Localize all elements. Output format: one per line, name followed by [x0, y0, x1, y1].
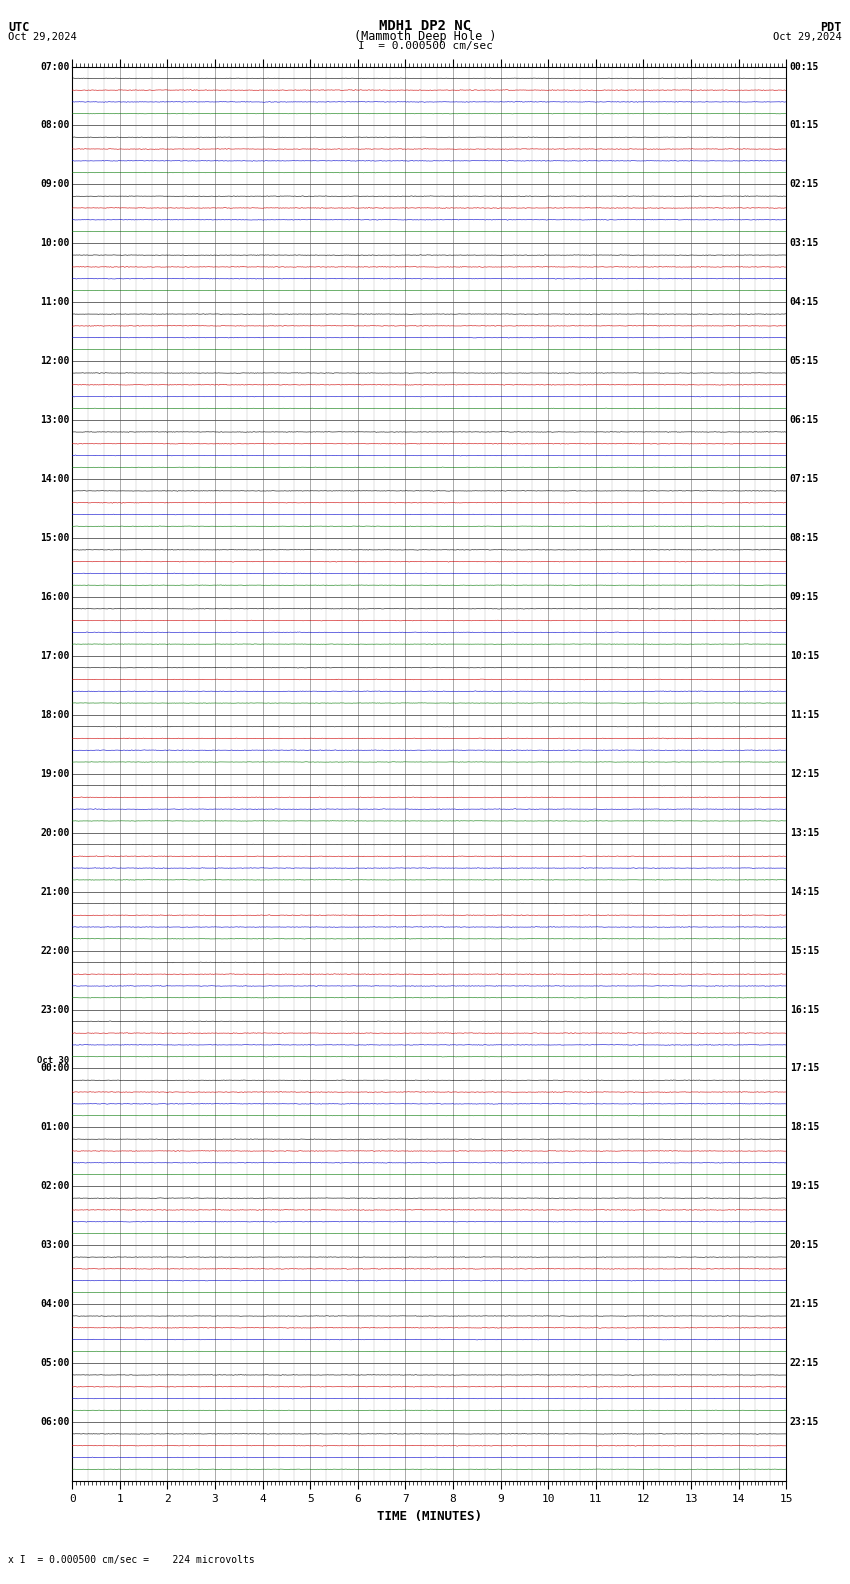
Text: 09:00: 09:00 [40, 179, 70, 190]
Text: Oct 29,2024: Oct 29,2024 [8, 32, 77, 41]
Text: 01:15: 01:15 [790, 120, 819, 130]
Text: 04:00: 04:00 [40, 1299, 70, 1310]
Text: 18:00: 18:00 [40, 710, 70, 719]
Text: 11:00: 11:00 [40, 298, 70, 307]
Text: 10:15: 10:15 [790, 651, 819, 661]
Text: x I  = 0.000500 cm/sec =    224 microvolts: x I = 0.000500 cm/sec = 224 microvolts [8, 1555, 255, 1565]
Text: 00:00: 00:00 [40, 1063, 70, 1074]
Text: 05:00: 05:00 [40, 1357, 70, 1369]
Text: 18:15: 18:15 [790, 1123, 819, 1133]
Text: 02:00: 02:00 [40, 1182, 70, 1191]
Text: 04:15: 04:15 [790, 298, 819, 307]
X-axis label: TIME (MINUTES): TIME (MINUTES) [377, 1510, 482, 1522]
Text: I  = 0.000500 cm/sec: I = 0.000500 cm/sec [358, 41, 492, 51]
Text: 22:15: 22:15 [790, 1357, 819, 1369]
Text: 12:00: 12:00 [40, 356, 70, 366]
Text: 14:15: 14:15 [790, 887, 819, 897]
Text: 17:15: 17:15 [790, 1063, 819, 1074]
Text: 05:15: 05:15 [790, 356, 819, 366]
Text: 12:15: 12:15 [790, 768, 819, 779]
Text: Oct 30: Oct 30 [37, 1057, 70, 1066]
Text: 06:15: 06:15 [790, 415, 819, 425]
Text: 10:00: 10:00 [40, 238, 70, 249]
Text: UTC: UTC [8, 21, 30, 33]
Text: 23:15: 23:15 [790, 1418, 819, 1427]
Text: 16:15: 16:15 [790, 1004, 819, 1014]
Text: 08:00: 08:00 [40, 120, 70, 130]
Text: MDH1 DP2 NC: MDH1 DP2 NC [379, 19, 471, 33]
Text: 19:15: 19:15 [790, 1182, 819, 1191]
Text: 21:00: 21:00 [40, 887, 70, 897]
Text: 14:00: 14:00 [40, 474, 70, 485]
Text: 13:00: 13:00 [40, 415, 70, 425]
Text: 11:15: 11:15 [790, 710, 819, 719]
Text: PDT: PDT [820, 21, 842, 33]
Text: 20:00: 20:00 [40, 828, 70, 838]
Text: (Mammoth Deep Hole ): (Mammoth Deep Hole ) [354, 30, 496, 43]
Text: 09:15: 09:15 [790, 592, 819, 602]
Text: 03:15: 03:15 [790, 238, 819, 249]
Text: 22:00: 22:00 [40, 946, 70, 955]
Text: 06:00: 06:00 [40, 1418, 70, 1427]
Text: 07:15: 07:15 [790, 474, 819, 485]
Text: 15:00: 15:00 [40, 534, 70, 543]
Text: 21:15: 21:15 [790, 1299, 819, 1310]
Text: 20:15: 20:15 [790, 1240, 819, 1250]
Text: 08:15: 08:15 [790, 534, 819, 543]
Text: 23:00: 23:00 [40, 1004, 70, 1014]
Text: 13:15: 13:15 [790, 828, 819, 838]
Text: 07:00: 07:00 [40, 62, 70, 71]
Text: 19:00: 19:00 [40, 768, 70, 779]
Text: 00:15: 00:15 [790, 62, 819, 71]
Text: 03:00: 03:00 [40, 1240, 70, 1250]
Text: 02:15: 02:15 [790, 179, 819, 190]
Text: 17:00: 17:00 [40, 651, 70, 661]
Text: 16:00: 16:00 [40, 592, 70, 602]
Text: 01:00: 01:00 [40, 1123, 70, 1133]
Text: Oct 29,2024: Oct 29,2024 [773, 32, 842, 41]
Text: 15:15: 15:15 [790, 946, 819, 955]
